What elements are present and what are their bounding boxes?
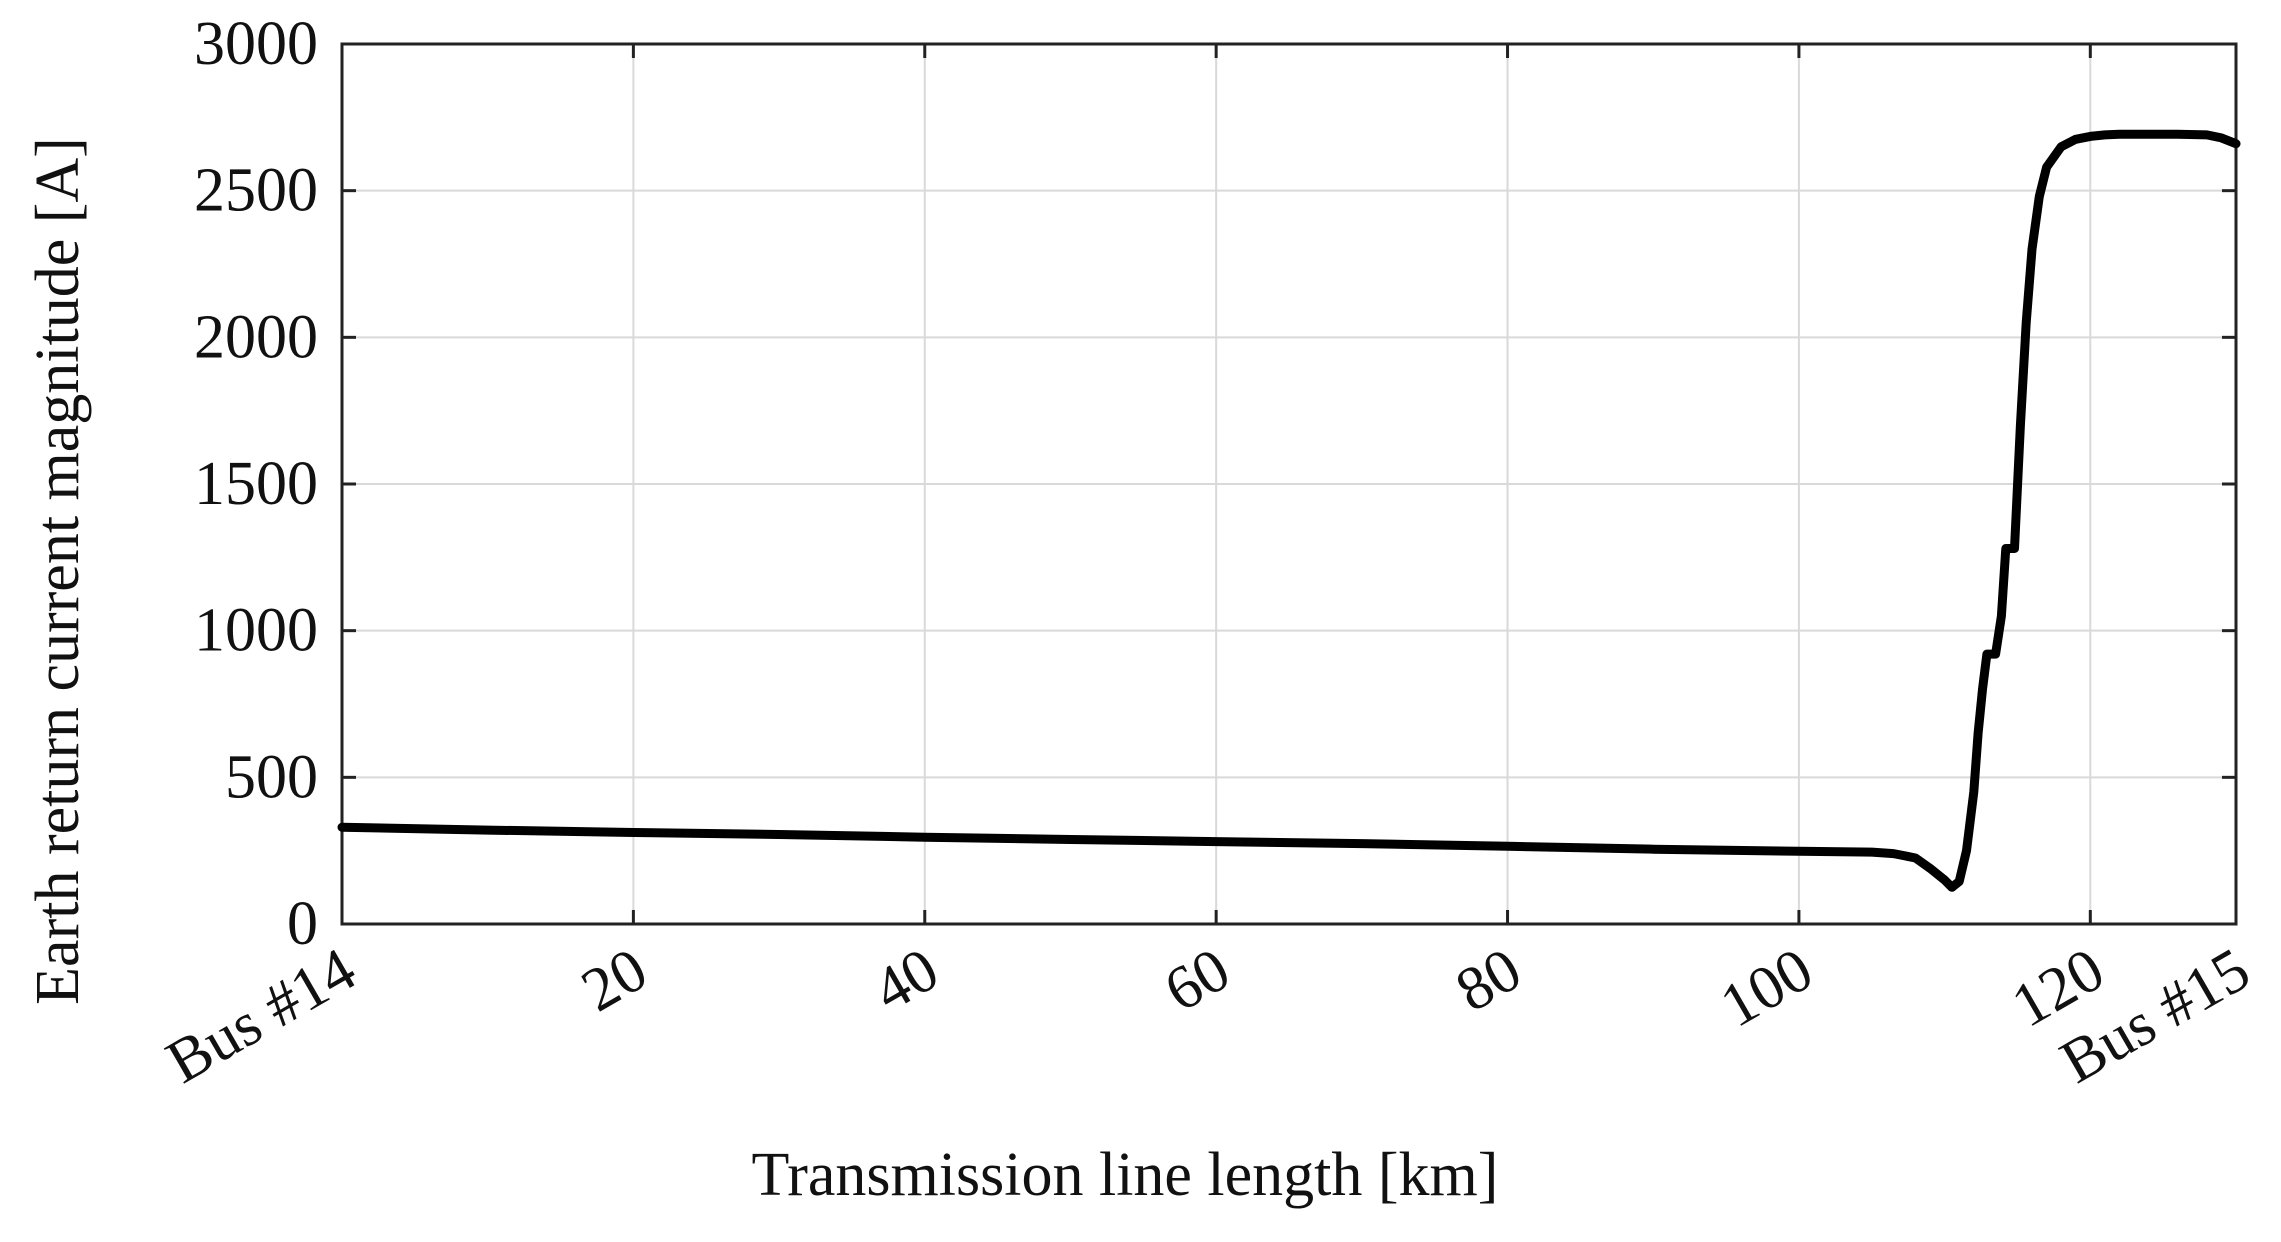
grid-lines (342, 44, 2236, 924)
y-tick-label-2500: 2500 (194, 157, 318, 225)
y-axis-title: Earth return current magnitude [A] (24, 137, 92, 1005)
series-group (337, 129, 2241, 892)
y-tick-label-1500: 1500 (194, 450, 318, 518)
series-line-0 (337, 129, 2241, 892)
x-axis-title: Transmission line length [km] (752, 1141, 1499, 1209)
y-tick-label-1000: 1000 (194, 597, 318, 665)
y-tick-label-500: 500 (225, 743, 318, 811)
axis-ticks (340, 42, 2238, 926)
y-tick-label-0: 0 (287, 890, 318, 958)
y-tick-label-2000: 2000 (194, 303, 318, 371)
y-tick-label-3000: 3000 (194, 10, 318, 78)
